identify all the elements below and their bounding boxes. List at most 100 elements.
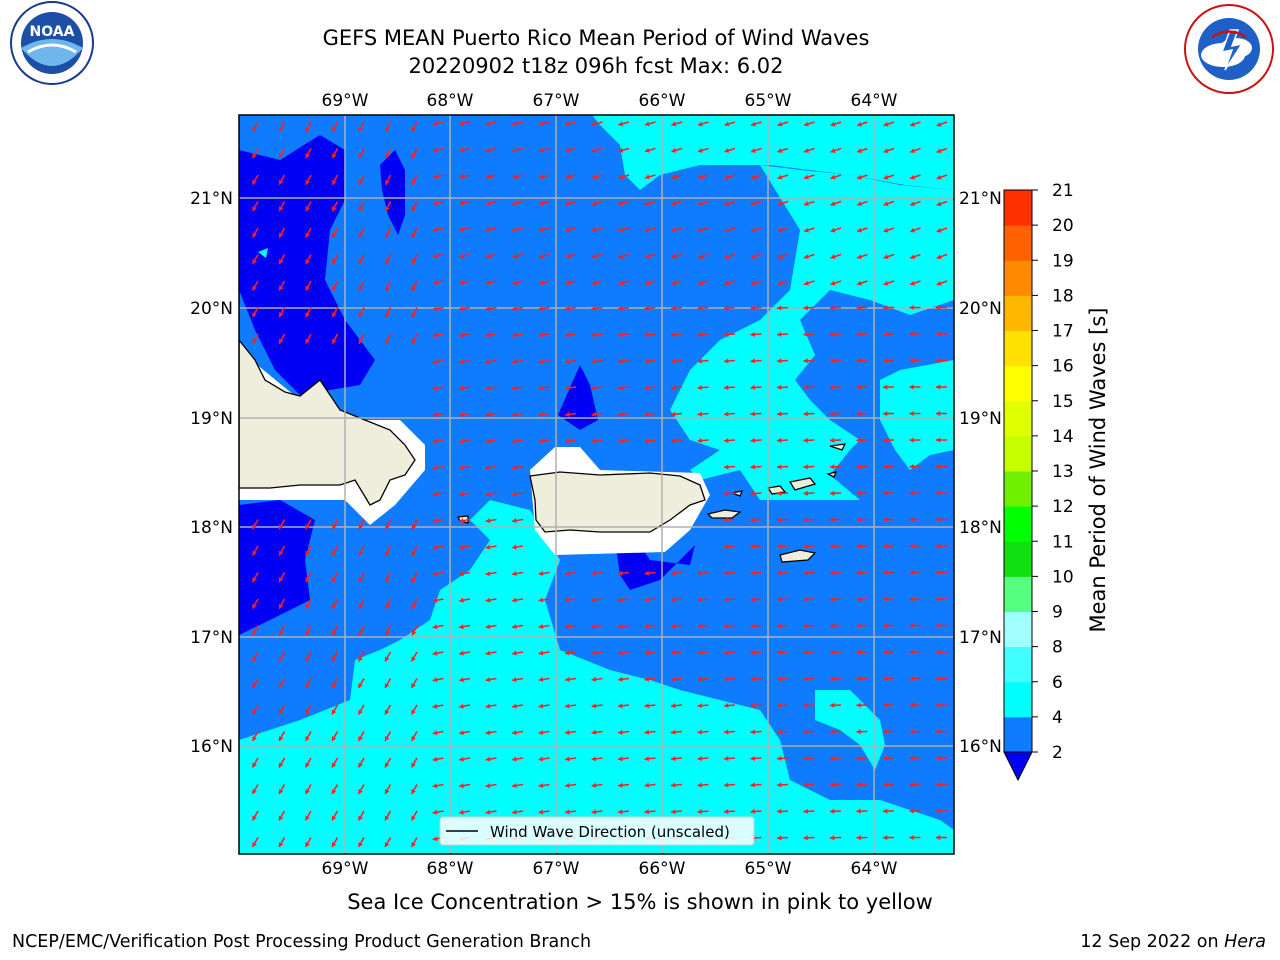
- wave-direction-arrowhead: [697, 280, 703, 286]
- wave-direction-arrowhead: [671, 385, 676, 391]
- wave-direction-arrowhead: [750, 543, 755, 550]
- wave-direction-arrowhead: [278, 683, 284, 689]
- wave-direction-arrowhead: [777, 174, 783, 180]
- wave-direction-arrowhead: [644, 438, 650, 444]
- wave-direction-arrowhead: [538, 729, 544, 736]
- wave-direction-arrowhead: [883, 517, 888, 523]
- wave-direction-arrowhead: [332, 550, 337, 556]
- wave-direction-arrowhead: [358, 815, 363, 821]
- wave-direction-arrowhead: [332, 153, 337, 159]
- wave-direction-arrowhead: [724, 755, 729, 762]
- wave-direction-arrowhead: [432, 703, 438, 709]
- wave-direction-arrowhead: [591, 782, 597, 788]
- colorbar-segment: [1004, 716, 1032, 753]
- wave-direction-arrowhead: [830, 254, 836, 260]
- colorbar-tick-label: 13: [1052, 462, 1074, 482]
- wave-direction-arrowhead: [485, 332, 491, 338]
- wave-direction-arrowhead: [485, 412, 491, 418]
- wave-direction-arrowhead: [252, 285, 257, 291]
- lon-labels-top: 69°W 68°W 67°W 66°W 65°W 64°W: [322, 91, 898, 111]
- wave-direction-arrowhead: [883, 201, 889, 207]
- wave-direction-arrowhead: [777, 755, 782, 761]
- nws-logo: [1184, 4, 1274, 94]
- wave-direction-arrowhead: [750, 201, 756, 206]
- wave-direction-arrowhead: [305, 603, 311, 609]
- wave-direction-arrowhead: [777, 676, 782, 682]
- wave-direction-arrowhead: [358, 683, 363, 689]
- wave-direction-arrowhead: [538, 121, 544, 127]
- wave-direction-arrowhead: [644, 147, 650, 153]
- wave-direction-arrowhead: [278, 179, 284, 185]
- wave-direction-arrowhead: [512, 174, 518, 180]
- wave-direction-arrowhead: [385, 285, 390, 291]
- wave-direction-arrowhead: [485, 227, 491, 233]
- wave-direction-arrowhead: [883, 254, 889, 260]
- wave-direction-arrowhead: [777, 490, 782, 496]
- wave-direction-arrowhead: [331, 762, 337, 768]
- wave-period-4-6-region: [239, 115, 954, 854]
- wave-direction-arrowhead: [644, 200, 650, 206]
- wave-direction-arrowhead: [358, 179, 364, 185]
- wave-direction-arrowhead: [910, 148, 916, 154]
- wave-direction-arrowhead: [644, 570, 650, 576]
- wave-direction-arrowhead: [909, 331, 914, 337]
- wave-direction-arrowhead: [644, 385, 650, 391]
- wave-direction-arrowhead: [358, 709, 363, 715]
- footer-host: Hera: [1224, 932, 1266, 952]
- wave-direction-arrowhead: [750, 649, 755, 656]
- wave-direction-arrowhead: [856, 676, 861, 682]
- wave-direction-arrowhead: [909, 464, 914, 470]
- colorbar-segment: [1004, 506, 1032, 542]
- wave-direction-arrowhead: [644, 782, 650, 788]
- wave-direction-arrowhead: [358, 312, 364, 318]
- wave-direction-arrowhead: [883, 464, 888, 470]
- wave-direction-arrowhead: [671, 623, 676, 629]
- wave-direction-arrowhead: [591, 385, 597, 391]
- colorbar: 2 4 6 8 9 10 11 12 13 14 15 16 17 18 19 20 21: [1003, 181, 1074, 782]
- wave-direction-arrowhead: [278, 524, 284, 530]
- colorbar-tick-label: 6: [1052, 673, 1063, 693]
- wave-direction-arrowhead: [411, 683, 416, 689]
- wave-direction-arrowhead: [618, 729, 623, 735]
- wave-direction-arrowhead: [411, 285, 417, 291]
- wave-direction-arrowhead: [803, 676, 808, 682]
- wave-direction-arrowhead: [936, 121, 942, 127]
- wave-direction-arrowhead: [385, 603, 390, 609]
- wave-direction-arrowhead: [512, 491, 517, 497]
- wave-direction-arrowhead: [830, 596, 835, 602]
- wave-direction-arrowhead: [591, 809, 597, 815]
- wave-direction-arrowhead: [411, 630, 417, 636]
- colorbar-tick-label: 20: [1052, 216, 1074, 236]
- wave-direction-arrowhead: [697, 809, 703, 815]
- wave-direction-arrowhead: [777, 280, 783, 286]
- wave-direction-arrowhead: [644, 623, 650, 629]
- wave-direction-arrowhead: [883, 490, 888, 496]
- wave-direction-arrowhead: [538, 174, 544, 180]
- wave-direction-arrowhead: [803, 437, 808, 443]
- wave-direction-arrowhead: [252, 577, 257, 583]
- wave-direction-arrowhead: [305, 815, 310, 821]
- wave-direction-arrowhead: [618, 147, 624, 153]
- wave-direction-arrowhead: [385, 179, 390, 185]
- wave-direction-arrowhead: [777, 808, 782, 814]
- wave-direction-arrowhead: [830, 227, 836, 233]
- wave-direction-arrowhead: [459, 121, 465, 127]
- wave-direction-arrowhead: [618, 650, 623, 656]
- wave-direction-arrowhead: [671, 121, 677, 127]
- wave-direction-arrowhead: [432, 518, 438, 524]
- wave-direction-arrowhead: [644, 650, 650, 656]
- wave-direction-arrowhead: [432, 650, 438, 656]
- wave-direction-arrowhead: [591, 358, 597, 364]
- noaa-logo-text: NOAA: [30, 24, 75, 40]
- wave-direction-arrowhead: [936, 728, 941, 735]
- wave-direction-arrowhead: [252, 126, 257, 132]
- wave-direction-arrowhead: [432, 677, 438, 683]
- wave-direction-arrowhead: [432, 491, 438, 497]
- wave-direction-arrowhead: [936, 148, 942, 154]
- chart-title: GEFS MEAN Puerto Rico Mean Period of Win…: [322, 26, 870, 50]
- wave-direction-arrowhead: [830, 835, 835, 841]
- wave-direction-arrowhead: [697, 597, 703, 603]
- wave-direction-arrowhead: [432, 438, 438, 444]
- wave-direction-arrowhead: [671, 332, 676, 338]
- wave-direction-arrowhead: [331, 789, 337, 795]
